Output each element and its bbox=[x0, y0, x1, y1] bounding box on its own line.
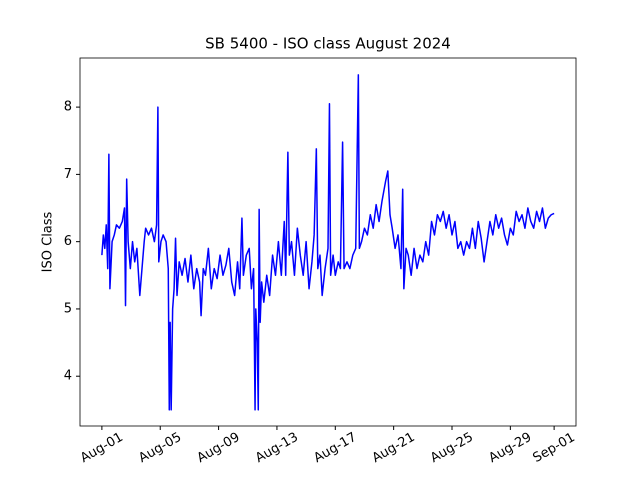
y-tick-label: 7 bbox=[64, 167, 72, 182]
x-tick-label: Aug-17 bbox=[311, 430, 359, 466]
y-tick-label: 5 bbox=[64, 301, 72, 316]
x-tick-label: Aug-21 bbox=[370, 430, 418, 466]
x-tick-label: Aug-29 bbox=[486, 430, 534, 466]
x-tick-label: Aug-09 bbox=[195, 430, 243, 466]
x-tick-label: Sep-01 bbox=[531, 430, 578, 466]
chart-title: SB 5400 - ISO class August 2024 bbox=[205, 35, 451, 53]
y-axis-label: ISO Class bbox=[41, 211, 56, 272]
data-line bbox=[101, 74, 555, 411]
plot-frame bbox=[79, 57, 577, 427]
x-tick-label: Aug-25 bbox=[428, 430, 476, 466]
x-tick-label: Aug-13 bbox=[253, 430, 301, 466]
y-tick-label: 6 bbox=[64, 234, 72, 249]
y-tick-label: 8 bbox=[64, 100, 72, 115]
x-tick-label: Aug-05 bbox=[136, 430, 184, 466]
y-tick-label: 4 bbox=[64, 369, 72, 384]
x-tick-label: Aug-01 bbox=[78, 430, 126, 466]
